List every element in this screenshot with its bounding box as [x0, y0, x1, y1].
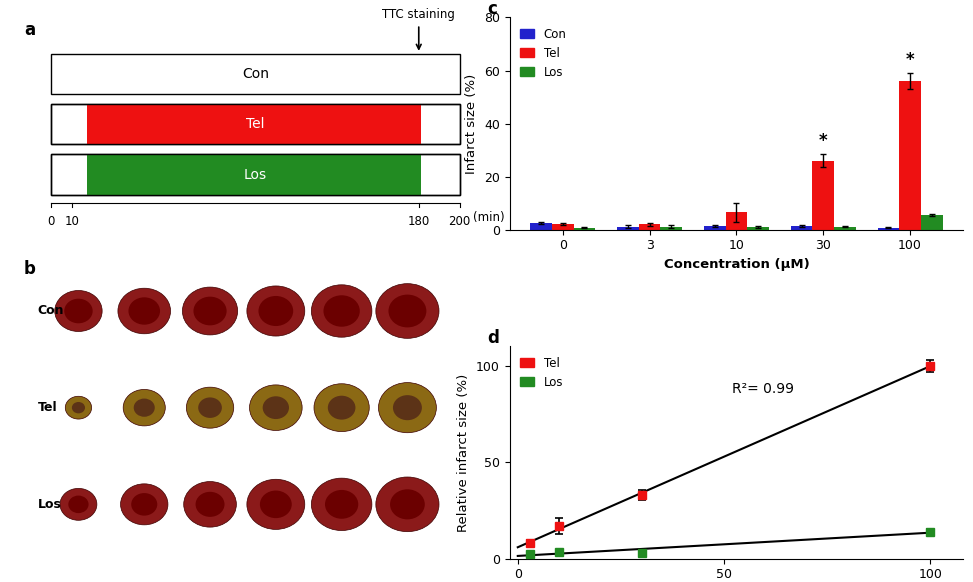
Ellipse shape	[388, 294, 426, 328]
Ellipse shape	[249, 385, 303, 431]
Bar	[573, 228, 595, 230]
Text: 200: 200	[449, 215, 471, 228]
Text: Tel: Tel	[38, 401, 57, 414]
Text: b: b	[24, 260, 36, 278]
Legend: Con, Tel, Los: Con, Tel, Los	[516, 23, 571, 84]
Bar	[661, 226, 682, 230]
Bar	[52, 154, 459, 195]
Bar	[87, 104, 420, 144]
Bar	[617, 226, 638, 230]
Text: 180: 180	[408, 215, 430, 228]
Bar	[703, 226, 726, 230]
Text: Tel: Tel	[246, 117, 265, 131]
Ellipse shape	[118, 288, 170, 334]
Ellipse shape	[68, 495, 89, 513]
Bar	[920, 215, 943, 230]
Text: Con: Con	[38, 304, 64, 318]
Ellipse shape	[64, 299, 92, 323]
Text: a: a	[24, 22, 35, 40]
Ellipse shape	[376, 477, 439, 532]
Bar	[552, 225, 573, 230]
Ellipse shape	[184, 481, 236, 527]
Text: Los: Los	[244, 168, 267, 182]
Ellipse shape	[128, 297, 160, 325]
Ellipse shape	[393, 395, 422, 420]
Ellipse shape	[314, 384, 370, 432]
Y-axis label: Infarct size (%): Infarct size (%)	[465, 73, 479, 173]
Ellipse shape	[247, 480, 305, 530]
Text: Con: Con	[242, 67, 269, 81]
Text: Los: Los	[38, 498, 61, 511]
Bar	[52, 54, 459, 94]
Text: TTC staining: TTC staining	[382, 9, 455, 49]
Ellipse shape	[390, 489, 425, 519]
Text: d: d	[486, 329, 499, 347]
Bar	[87, 154, 420, 195]
Ellipse shape	[131, 493, 158, 516]
Y-axis label: Relative infarct size (%): Relative infarct size (%)	[457, 374, 470, 532]
Text: *: *	[819, 132, 828, 150]
Text: R²= 0.99: R²= 0.99	[733, 382, 794, 396]
Ellipse shape	[60, 488, 97, 520]
Ellipse shape	[194, 297, 227, 325]
Text: 10: 10	[64, 215, 79, 228]
Ellipse shape	[247, 286, 305, 336]
Bar	[530, 223, 552, 230]
Ellipse shape	[133, 399, 155, 417]
Ellipse shape	[72, 402, 85, 413]
Bar	[791, 226, 812, 230]
Bar	[638, 225, 661, 230]
Ellipse shape	[378, 382, 436, 433]
Bar	[726, 212, 747, 230]
Ellipse shape	[311, 285, 372, 337]
Ellipse shape	[263, 396, 289, 419]
Ellipse shape	[54, 290, 102, 332]
Bar	[812, 161, 834, 230]
X-axis label: Concentration (μM): Concentration (μM)	[664, 258, 810, 271]
Legend: Tel, Los: Tel, Los	[516, 352, 568, 393]
Ellipse shape	[65, 396, 91, 419]
Ellipse shape	[311, 478, 372, 531]
Text: *: *	[906, 51, 915, 69]
Text: c: c	[486, 1, 496, 19]
Ellipse shape	[124, 389, 165, 426]
Bar	[52, 154, 459, 195]
Ellipse shape	[325, 490, 358, 519]
Bar	[52, 104, 459, 144]
Text: (min): (min)	[473, 211, 505, 224]
Text: 0: 0	[48, 215, 54, 228]
Bar	[899, 81, 920, 230]
Ellipse shape	[259, 296, 293, 326]
Ellipse shape	[260, 491, 292, 518]
Ellipse shape	[376, 283, 439, 338]
Ellipse shape	[121, 484, 168, 525]
Bar	[52, 104, 459, 144]
Ellipse shape	[328, 396, 355, 420]
Ellipse shape	[198, 398, 222, 418]
Ellipse shape	[182, 287, 237, 335]
Bar	[747, 227, 769, 230]
Ellipse shape	[187, 387, 234, 428]
Ellipse shape	[196, 492, 225, 517]
Bar	[834, 226, 856, 230]
Bar	[878, 228, 899, 230]
Ellipse shape	[323, 295, 360, 327]
